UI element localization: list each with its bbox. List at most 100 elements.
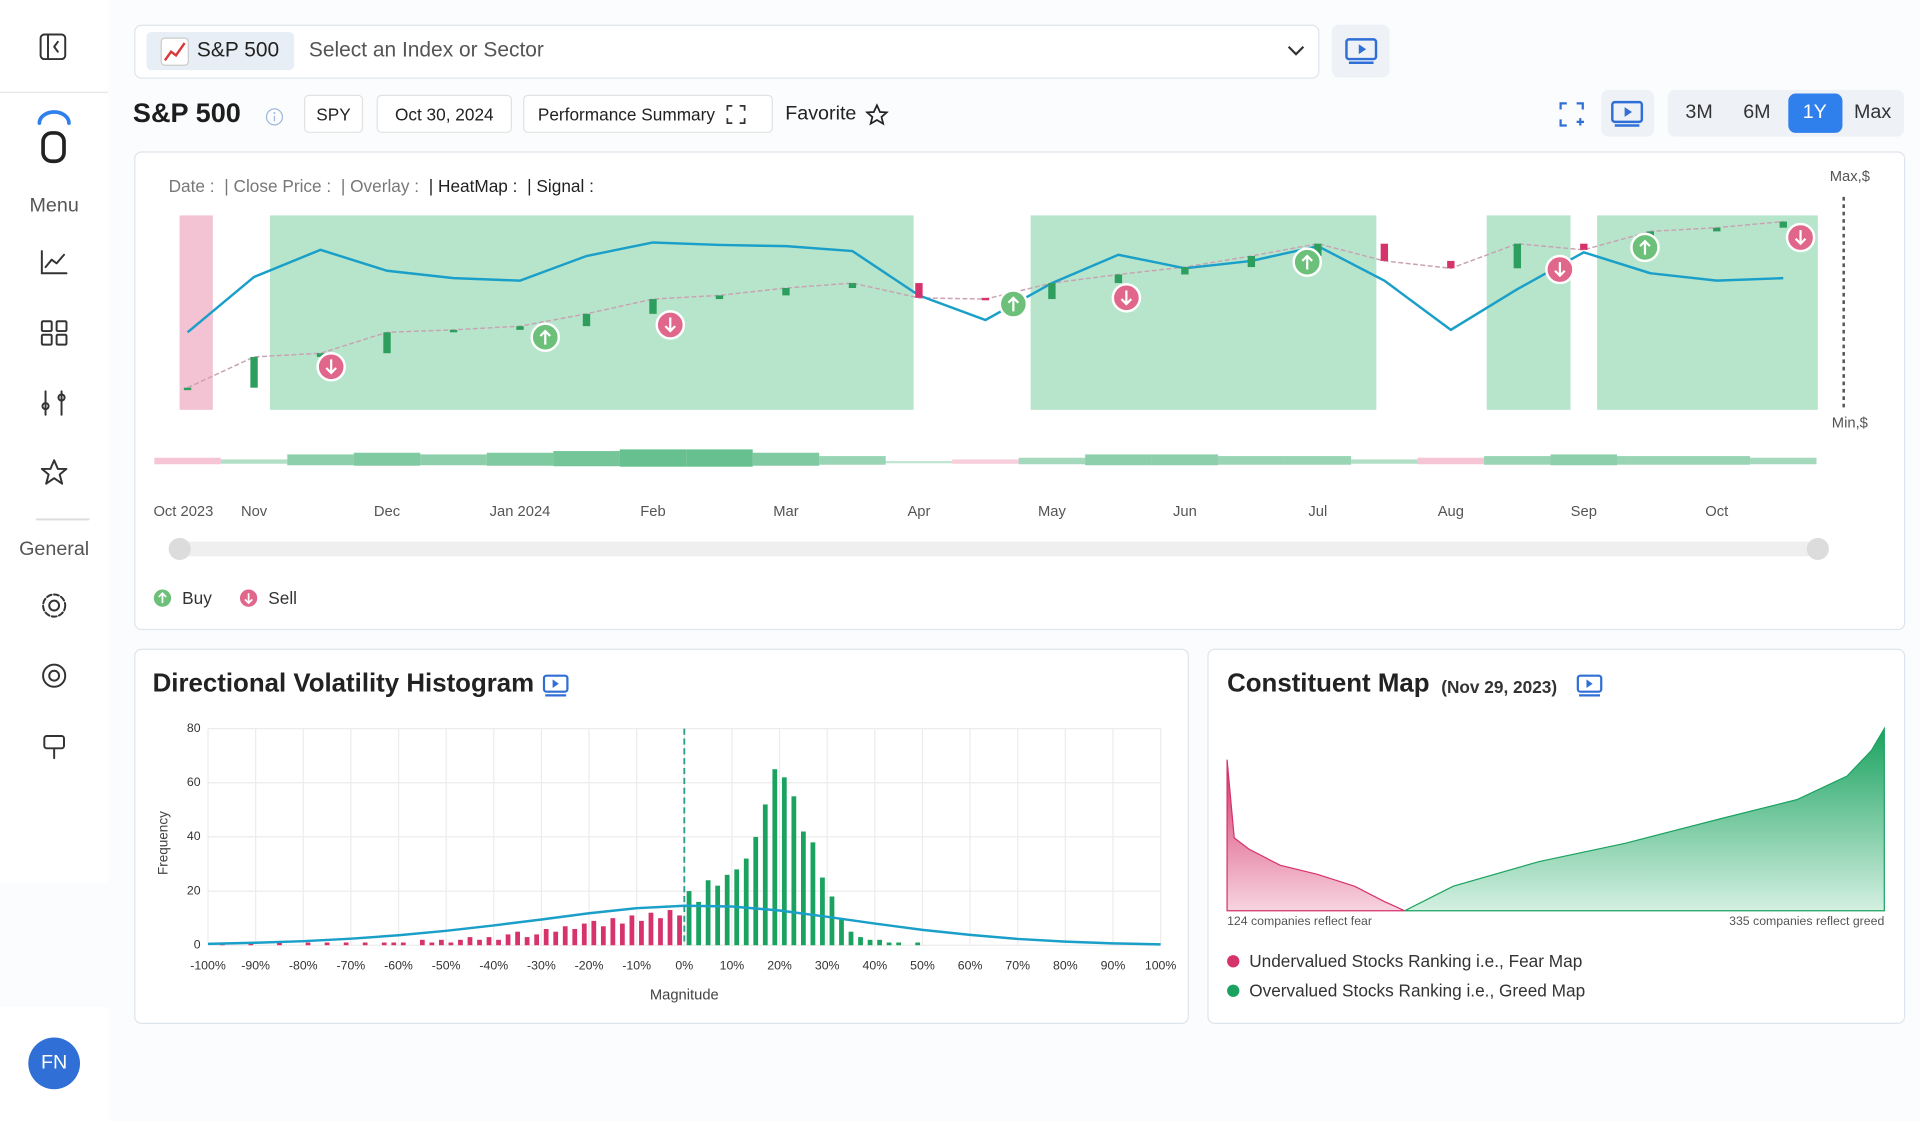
- y-tick-label: 80: [187, 721, 201, 735]
- chart-icon[interactable]: [44, 253, 65, 269]
- y-tick-label: Min,$: [1832, 415, 1868, 431]
- constituent-map: Undervalued Stocks Ranking i.e., Fear Ma…: [1226, 726, 1885, 1001]
- performance-summary[interactable]: Performance Summary: [523, 94, 773, 133]
- x-tick-label: -50%: [432, 958, 461, 972]
- histogram-bar: [829, 896, 835, 946]
- candle: [250, 356, 258, 388]
- heat-bar: [1151, 454, 1219, 466]
- histogram-bar: [677, 915, 682, 946]
- avatar[interactable]: FN: [28, 1037, 80, 1090]
- y-axis-label: Frequency: [155, 811, 170, 875]
- candle: [383, 332, 391, 354]
- histogram-bar: [458, 939, 463, 946]
- x-tick-label: -40%: [479, 958, 508, 972]
- date: Oct 30, 2024: [376, 94, 512, 133]
- histogram-bar: [743, 858, 749, 946]
- video-icon[interactable]: [1575, 673, 1605, 699]
- y-tick-label: 20: [187, 883, 201, 897]
- x-tick-label: Jul: [1308, 504, 1327, 520]
- slider-handle[interactable]: [1806, 537, 1829, 560]
- x-tick-label: Oct: [1705, 504, 1728, 520]
- index-title: S&P 500: [132, 97, 241, 128]
- fullscreen-icon[interactable]: [1558, 101, 1585, 128]
- x-tick-label: -20%: [575, 958, 604, 972]
- candle: [1779, 221, 1787, 228]
- ticker: SPY: [303, 94, 364, 133]
- x-tick-label: May: [1038, 504, 1066, 520]
- heat-bar: [287, 454, 354, 466]
- settings-icon[interactable]: [48, 599, 61, 612]
- range-button[interactable]: 1Y: [1787, 93, 1842, 133]
- greed-caption: 335 companies reflect greed: [1729, 914, 1884, 928]
- heatmap-zone: [1597, 215, 1818, 410]
- price-chart: Date : | Close Price : | Overlay : | Hea…: [152, 169, 1870, 608]
- histogram-bar: [391, 942, 397, 946]
- histogram-bar: [610, 918, 616, 946]
- index-select[interactable]: [134, 24, 1320, 79]
- range-button[interactable]: Max: [1853, 102, 1892, 124]
- x-tick-label: -80%: [289, 958, 318, 972]
- y-tick-label: 60: [187, 775, 201, 789]
- heat-bar: [1351, 459, 1418, 464]
- candle: [915, 283, 923, 298]
- legend-arrow: [158, 592, 167, 604]
- x-tick-label: 0%: [675, 958, 693, 972]
- summary-label: Performance Summary: [537, 103, 715, 124]
- signal-arrow: [1794, 230, 1807, 246]
- legend-arrow: [244, 593, 253, 605]
- star-icon[interactable]: [40, 459, 68, 485]
- map-area: [1404, 726, 1885, 912]
- histogram-bar: [820, 877, 825, 946]
- histogram-bar: [534, 934, 540, 946]
- histogram-bar: [896, 942, 902, 946]
- slider-handle[interactable]: [168, 537, 191, 560]
- candle: [316, 353, 325, 357]
- label-close: | Close Price :: [224, 176, 331, 196]
- histogram-bar: [877, 939, 882, 946]
- range-button[interactable]: 3M: [1685, 102, 1713, 124]
- histogram-bar: [791, 796, 797, 946]
- range-button[interactable]: 6M: [1743, 102, 1771, 124]
- histogram-bar: [581, 923, 587, 946]
- video-icon[interactable]: [542, 673, 572, 699]
- heat-bar: [1750, 457, 1817, 465]
- logo: [41, 131, 66, 164]
- filter-icon[interactable]: [41, 402, 50, 411]
- candle: [649, 299, 657, 314]
- map-area: [1226, 759, 1405, 912]
- favorite[interactable]: Favorite: [785, 103, 857, 125]
- info-icon[interactable]: [265, 107, 285, 127]
- histogram-bar: [724, 874, 730, 946]
- heat-bar: [619, 449, 687, 467]
- slider-track[interactable]: [171, 541, 1828, 557]
- grid-icon[interactable]: [40, 320, 53, 333]
- x-tick-label: 40%: [863, 958, 888, 972]
- x-tick-label: Jan 2024: [490, 504, 551, 520]
- support-icon[interactable]: [42, 663, 67, 688]
- favorite-star[interactable]: [865, 103, 889, 126]
- video-icon: [1345, 38, 1378, 64]
- collapse-icon[interactable]: [39, 33, 67, 61]
- histogram-bar: [419, 939, 425, 946]
- histogram-bar: [400, 942, 406, 946]
- heat-bar: [1018, 457, 1086, 465]
- chevron[interactable]: [1285, 41, 1307, 61]
- candle: [1048, 283, 1056, 300]
- brush-icon[interactable]: [43, 735, 65, 750]
- signal-arrow: [1120, 290, 1133, 306]
- histogram-bar: [915, 942, 921, 946]
- x-tick-label: 100%: [1145, 958, 1177, 972]
- x-tick-label: Dec: [374, 504, 400, 520]
- candle: [183, 387, 192, 391]
- heat-bar: [1218, 456, 1285, 465]
- x-tick-label: -90%: [241, 958, 270, 972]
- histogram-bar: [277, 942, 282, 946]
- x-tick-label: -30%: [527, 958, 556, 972]
- candle: [848, 283, 857, 288]
- heat-bar: [1484, 456, 1551, 465]
- signal-arrow: [1007, 296, 1020, 312]
- x-tick-label: 60%: [958, 958, 983, 972]
- range-group: 3M 6M 1Y Max: [1667, 89, 1904, 137]
- histogram-bar: [562, 926, 568, 946]
